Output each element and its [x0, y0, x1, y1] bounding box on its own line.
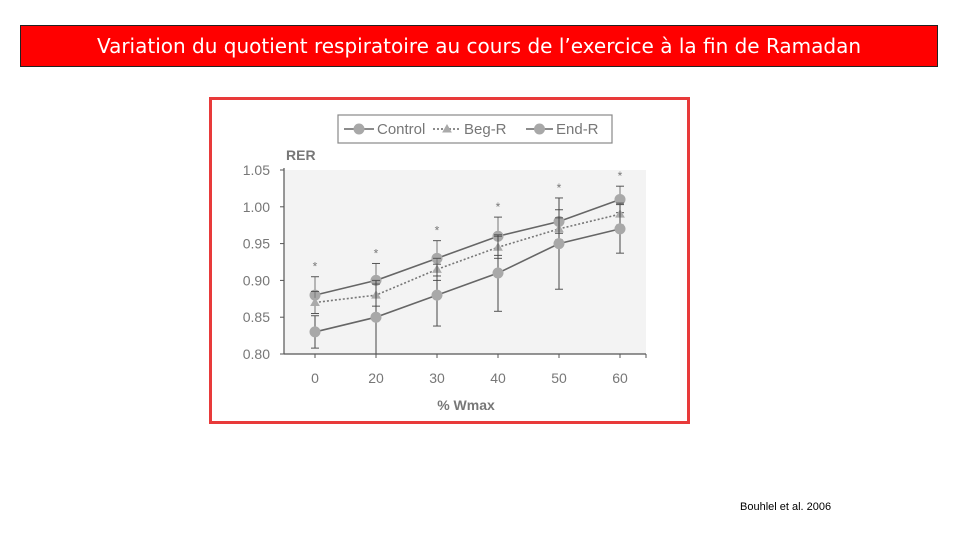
series-line	[314, 198, 621, 296]
y-tick-label: 1.00	[243, 199, 270, 215]
legend-box	[337, 114, 613, 144]
significance-marker: *	[496, 200, 501, 214]
legend-label: Beg-R	[464, 121, 507, 138]
data-point	[553, 238, 565, 250]
y-tick-label: 0.95	[243, 236, 270, 252]
series-line	[314, 213, 621, 304]
data-point	[370, 311, 382, 323]
series-line	[314, 228, 621, 333]
chart-legend: Control Beg-R End-R	[337, 114, 613, 144]
series-end-r	[309, 197, 626, 355]
slide-title: Variation du quotient respiratoire au co…	[20, 25, 938, 67]
y-tick-label: 1.05	[243, 162, 270, 178]
y-tick-label: 0.80	[243, 346, 270, 362]
x-axis-label: % Wmax	[437, 397, 495, 413]
legend-marker	[353, 123, 365, 135]
y-tick-label: 0.85	[243, 309, 270, 325]
data-point	[309, 326, 321, 338]
legend-marker	[534, 123, 545, 135]
significance-marker: *	[313, 260, 318, 274]
legend-label: Control	[377, 121, 425, 138]
data-point	[614, 223, 626, 235]
significance-marker: *	[435, 224, 440, 238]
x-tick-label: 50	[551, 370, 567, 386]
x-tick-label: 30	[429, 370, 445, 386]
data-point	[431, 289, 443, 301]
citation: Bouhlel et al. 2006	[740, 501, 832, 513]
legend-marker	[442, 123, 452, 133]
data-point	[310, 297, 320, 306]
x-tick-label: 0	[311, 370, 319, 386]
significance-marker: *	[618, 169, 623, 183]
x-tick-label: 20	[368, 370, 384, 386]
data-point	[492, 267, 504, 279]
rer-chart: Control Beg-R End-R 0.80 0.85 0.90 0.95 1.00 1.…	[243, 114, 647, 413]
x-tick-label: 60	[612, 370, 628, 386]
y-axis-label: RER	[286, 147, 316, 163]
legend-label: End-R	[556, 121, 599, 138]
chart-frame: Control Beg-R End-R 0.80 0.85 0.90 0.95 1.00 1.…	[209, 97, 690, 424]
significance-marker: *	[557, 181, 562, 195]
y-tick-label: 0.90	[243, 272, 270, 288]
plot-background	[284, 170, 646, 354]
significance-marker: *	[374, 246, 379, 260]
x-tick-label: 40	[490, 370, 506, 386]
